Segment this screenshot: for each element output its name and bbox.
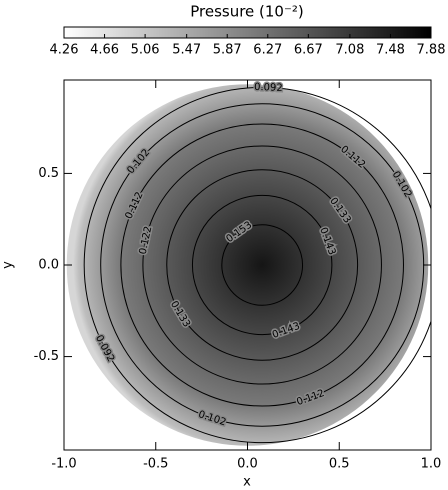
colorbar-tick-label: 5.06 <box>131 43 160 58</box>
y-tick-label: -0.5 <box>34 349 59 364</box>
x-tick-label: -1.0 <box>51 457 76 472</box>
pressure-field <box>66 84 429 446</box>
contour-line <box>166 169 359 361</box>
colorbar-tick-label: 7.48 <box>376 43 405 58</box>
colorbar-tick-label: 7.88 <box>417 43 446 58</box>
x-tick-label: -0.5 <box>143 457 168 472</box>
colorbar-tick-label: 6.67 <box>294 43 323 58</box>
colorbar-tick-label: 5.47 <box>172 43 201 58</box>
x-tick-label: 0.5 <box>329 457 350 472</box>
colorbar-tick-label: 4.66 <box>90 43 119 58</box>
colorbar-tick-label: 5.87 <box>213 43 242 58</box>
contour-line <box>191 194 333 336</box>
contour-line <box>120 123 404 407</box>
colorbar-title: Pressure (10⁻²) <box>190 3 304 21</box>
colorbar-tick-label: 7.08 <box>335 43 364 58</box>
x-tick-label: 1.0 <box>421 457 442 472</box>
y-axis-label: y <box>1 261 16 269</box>
x-tick-label: 0.0 <box>237 457 258 472</box>
contour-line <box>83 86 431 444</box>
contour-label: 0.092 <box>254 82 283 94</box>
y-tick-label: 0.5 <box>38 166 59 181</box>
contour-line <box>142 145 382 385</box>
colorbar-tick-label: 4.26 <box>50 43 79 58</box>
colorbar <box>63 26 432 39</box>
contour-line <box>221 224 304 306</box>
colorbar-tick-label: 6.27 <box>253 43 282 58</box>
x-axis-label: x <box>243 475 251 490</box>
y-tick-label: 0.0 <box>38 258 59 273</box>
